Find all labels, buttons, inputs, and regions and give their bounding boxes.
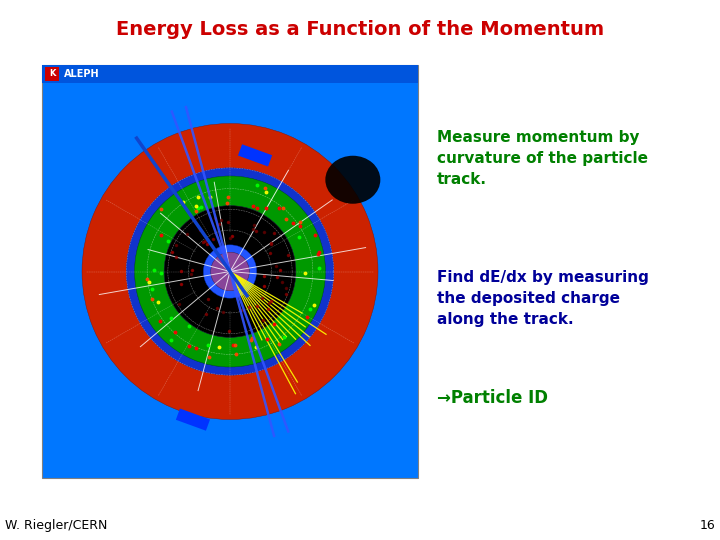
- Text: W. Riegler/CERN: W. Riegler/CERN: [5, 519, 107, 532]
- Wedge shape: [203, 245, 256, 298]
- Bar: [238, 144, 272, 166]
- Text: Energy Loss as a Function of the Momentum: Energy Loss as a Function of the Momentu…: [116, 20, 604, 39]
- Wedge shape: [82, 124, 378, 420]
- Text: ALEPH: ALEPH: [64, 69, 99, 79]
- Ellipse shape: [325, 156, 380, 204]
- Wedge shape: [135, 176, 325, 367]
- Circle shape: [211, 252, 249, 291]
- Bar: [42, 65, 418, 83]
- Circle shape: [164, 206, 296, 338]
- Bar: [45, 67, 59, 81]
- Text: Measure momentum by
curvature of the particle
track.: Measure momentum by curvature of the par…: [437, 130, 648, 187]
- Text: →Particle ID: →Particle ID: [437, 389, 548, 407]
- Bar: [176, 408, 210, 431]
- Text: K: K: [49, 70, 55, 78]
- Text: 16: 16: [699, 519, 715, 532]
- Text: Find dE/dx by measuring
the deposited charge
along the track.: Find dE/dx by measuring the deposited ch…: [437, 270, 649, 327]
- Wedge shape: [127, 168, 333, 375]
- Bar: [42, 65, 418, 478]
